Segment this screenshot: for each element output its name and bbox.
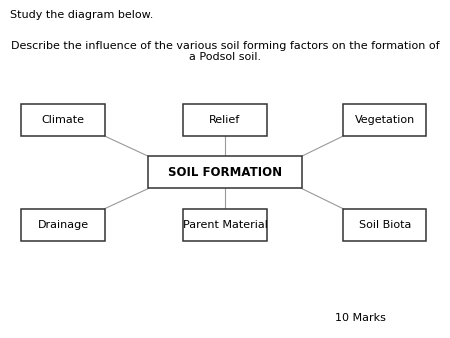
Bar xyxy=(343,209,427,241)
Text: Drainage: Drainage xyxy=(37,220,89,230)
Text: Parent Material: Parent Material xyxy=(183,220,267,230)
Bar xyxy=(22,104,104,136)
Text: Soil Biota: Soil Biota xyxy=(359,220,411,230)
Bar xyxy=(184,209,266,241)
Text: Describe the influence of the various soil forming factors on the formation of
a: Describe the influence of the various so… xyxy=(11,41,439,62)
Text: Relief: Relief xyxy=(209,115,241,125)
Bar xyxy=(22,209,104,241)
Text: Climate: Climate xyxy=(41,115,85,125)
Bar xyxy=(343,104,427,136)
Text: Vegetation: Vegetation xyxy=(355,115,415,125)
Text: 10 Marks: 10 Marks xyxy=(334,313,386,323)
Bar xyxy=(184,104,266,136)
Text: Study the diagram below.: Study the diagram below. xyxy=(10,10,153,20)
Text: SOIL FORMATION: SOIL FORMATION xyxy=(168,166,282,179)
Bar xyxy=(148,156,302,189)
